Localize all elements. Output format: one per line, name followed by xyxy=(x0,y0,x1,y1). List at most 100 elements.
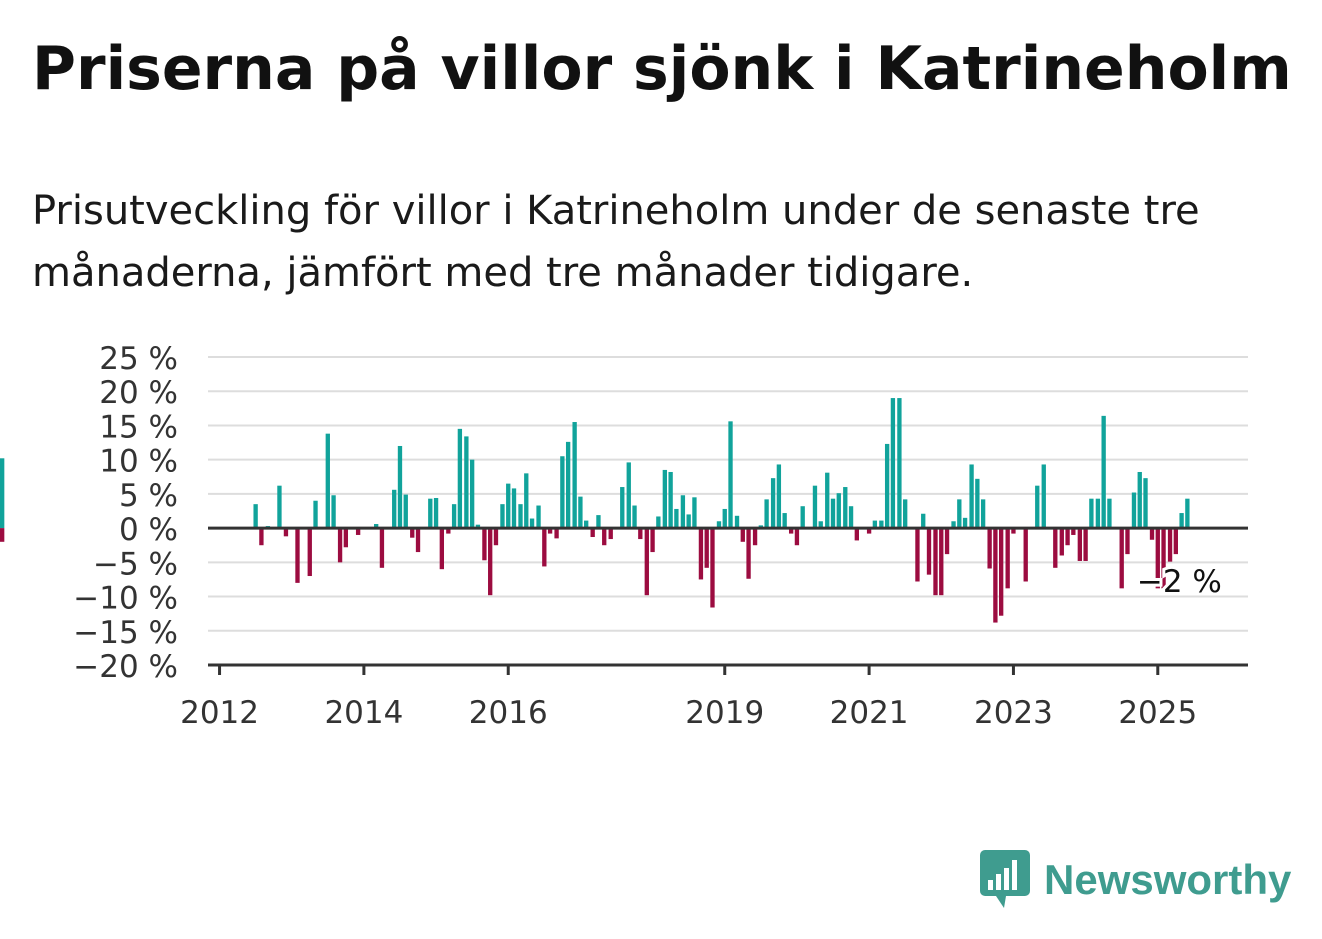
bar xyxy=(698,528,704,580)
bar xyxy=(457,428,463,529)
bar xyxy=(1161,528,1166,589)
bar xyxy=(415,528,421,553)
brand-name: Newsworthy xyxy=(1044,856,1292,903)
bar xyxy=(951,521,956,529)
bar xyxy=(999,528,1004,616)
bar xyxy=(0,528,5,542)
bar xyxy=(1053,528,1058,568)
x-tick-label: 2023 xyxy=(974,695,1053,731)
bar xyxy=(584,520,589,529)
bar xyxy=(572,422,577,529)
bar xyxy=(554,528,559,539)
bar xyxy=(1101,415,1106,529)
bar xyxy=(957,499,962,529)
bar xyxy=(879,520,884,529)
bar xyxy=(800,506,805,529)
bar xyxy=(830,498,836,529)
bar xyxy=(500,504,505,529)
bar xyxy=(1041,464,1046,529)
bar xyxy=(788,528,794,534)
y-tick-label: 10 % xyxy=(99,444,178,480)
price-change-bar-chart: 25 %20 %15 %10 %5 %0 %−5 %−10 %−15 %−20 … xyxy=(0,341,1248,731)
x-tick-label: 2016 xyxy=(469,695,548,731)
y-axis-tick-labels: 25 %20 %15 %10 %5 %0 %−5 %−10 %−15 %−20 … xyxy=(73,341,178,685)
bar xyxy=(547,528,553,534)
bar xyxy=(650,528,655,553)
bar xyxy=(446,528,451,534)
bar xyxy=(812,485,818,529)
bar xyxy=(464,436,469,529)
bar xyxy=(944,528,950,555)
bars xyxy=(0,398,1190,623)
bar xyxy=(1077,528,1083,561)
bar xyxy=(355,528,361,535)
bar xyxy=(644,528,649,596)
bar xyxy=(295,528,300,583)
bar xyxy=(331,495,336,529)
bar xyxy=(764,499,769,529)
bar xyxy=(277,485,282,529)
bar xyxy=(884,443,890,529)
bar xyxy=(410,528,415,538)
bar xyxy=(518,504,523,529)
bar xyxy=(854,528,859,541)
newsworthy-logo[interactable]: Newsworthy xyxy=(980,850,1291,910)
bar xyxy=(1137,471,1142,529)
bar xyxy=(872,520,878,529)
bar xyxy=(1119,528,1124,589)
bar xyxy=(722,508,727,529)
bar xyxy=(529,518,535,529)
x-tick-label: 2021 xyxy=(830,695,909,731)
bar xyxy=(403,494,408,529)
bar xyxy=(969,464,974,529)
y-tick-label: 5 % xyxy=(119,478,178,514)
bar xyxy=(1149,528,1155,540)
bar xyxy=(752,528,758,546)
newsworthy-logo-icon xyxy=(980,850,1030,908)
bar xyxy=(662,469,668,529)
bar xyxy=(590,528,595,538)
bar xyxy=(993,528,998,623)
y-tick-label: −10 % xyxy=(73,581,178,617)
bar xyxy=(638,528,643,540)
bar xyxy=(343,528,349,548)
y-tick-label: 25 % xyxy=(99,341,178,377)
bar xyxy=(866,528,872,534)
bar xyxy=(439,528,445,570)
bar xyxy=(488,528,493,596)
y-tick-label: 20 % xyxy=(99,375,178,411)
bar xyxy=(818,521,823,529)
chart-subtitle: Prisutveckling för villor i Katrineholm … xyxy=(32,188,1200,296)
bar xyxy=(734,515,740,529)
bar xyxy=(668,471,673,529)
y-tick-label: 0 % xyxy=(119,512,178,548)
bar xyxy=(1125,528,1130,555)
grid-lines xyxy=(208,356,1248,632)
y-tick-label: −5 % xyxy=(93,546,178,582)
bar xyxy=(975,478,980,529)
annotations: −2 % xyxy=(1134,561,1225,603)
bar xyxy=(1083,528,1088,561)
bar xyxy=(253,504,258,529)
bar xyxy=(632,505,637,529)
bar xyxy=(536,505,541,529)
bar xyxy=(656,516,661,529)
bar xyxy=(770,478,776,529)
bar xyxy=(392,489,397,529)
x-tick-label: 2019 xyxy=(685,695,764,731)
bar xyxy=(776,464,782,529)
bar xyxy=(987,528,992,569)
bar xyxy=(313,500,318,529)
bar xyxy=(1089,498,1094,529)
bar xyxy=(469,459,475,529)
bar xyxy=(493,528,499,546)
bar xyxy=(620,487,625,529)
bar xyxy=(506,483,511,529)
bar xyxy=(542,528,547,567)
bar xyxy=(746,528,751,579)
bar xyxy=(710,528,715,608)
chart-title: Priserna på villor sjönk i Katrineholm xyxy=(32,34,1292,104)
bar xyxy=(674,508,679,529)
bar xyxy=(716,521,722,529)
bar xyxy=(596,515,601,529)
